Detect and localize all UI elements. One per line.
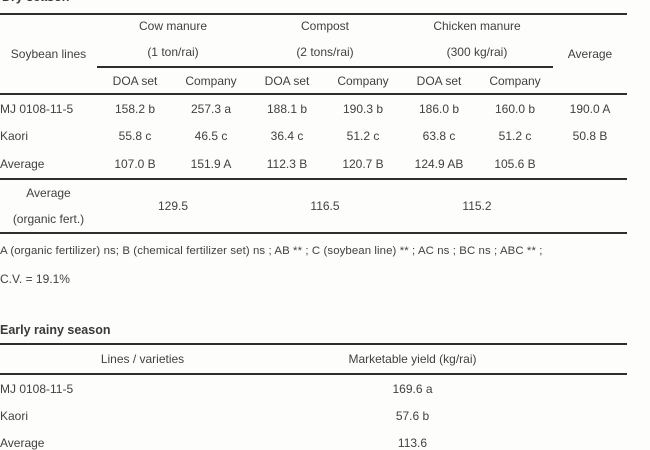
header-row: Lines / varieties Marketable yield (kg/r… bbox=[0, 344, 627, 375]
value-cell: 160.0 b bbox=[494, 101, 536, 116]
group-header-cow-manure: Cow manure bbox=[138, 19, 208, 33]
cv-footnote: C.V. = 19.1% bbox=[0, 272, 70, 286]
row-average-cell bbox=[553, 149, 627, 179]
rate-cow-manure: (1 ton/rai) bbox=[97, 37, 249, 68]
table-row: MJ 0108-11-5 158.2 b 257.3 a 188.1 b 190… bbox=[0, 94, 627, 122]
organic-average-chicken-manure: 115.2 bbox=[401, 178, 553, 234]
empty-header-cell bbox=[540, 344, 627, 375]
row-label: Kaori bbox=[0, 408, 29, 423]
marketable-yield-header: Marketable yield (kg/rai) bbox=[285, 344, 540, 375]
subheader-doa-set: DOA set bbox=[249, 67, 325, 95]
value-cell: 36.4 c bbox=[270, 128, 304, 143]
yield-value: 169.6 a bbox=[392, 381, 433, 396]
value-cell: 51.2 c bbox=[346, 128, 380, 143]
row-average-cell: 190.0 A bbox=[569, 101, 611, 116]
table-row: Kaori 57.6 b bbox=[0, 402, 627, 429]
row-average-cell: 50.8 B bbox=[572, 128, 608, 143]
value-cell: 190.3 b bbox=[342, 101, 384, 116]
group-header-row: Soybean lines Cow manure Compost Chicken… bbox=[0, 14, 627, 95]
row-label: Average bbox=[0, 156, 45, 171]
value-cell: 63.8 c bbox=[422, 128, 456, 143]
value-cell: 55.8 c bbox=[118, 128, 152, 143]
row-label: MJ 0108-11-5 bbox=[0, 101, 74, 116]
organic-average-row: Average (organic fert.) 129.5 116.5 115.… bbox=[0, 178, 627, 234]
value-cell: 158.2 b bbox=[114, 101, 156, 116]
value-cell: 46.5 c bbox=[194, 128, 228, 143]
table-row: Average 107.0 B 151.9 A 112.3 B 120.7 B … bbox=[0, 149, 627, 179]
value-cell: 105.6 B bbox=[494, 156, 536, 171]
yield-value: 57.6 b bbox=[395, 408, 430, 423]
table-row: Kaori 55.8 c 46.5 c 36.4 c 51.2 c 63.8 c… bbox=[0, 122, 627, 149]
organic-average-label: Average (organic fert.) bbox=[0, 178, 97, 234]
average-header-cell: Average bbox=[553, 14, 627, 95]
early-rainy-season-heading: Early rainy season bbox=[0, 323, 111, 337]
dry-season-table: Soybean lines Cow manure Compost Chicken… bbox=[0, 13, 627, 234]
row-label: Kaori bbox=[0, 128, 29, 143]
value-cell: 51.2 c bbox=[498, 128, 532, 143]
sub-header-row: DOA set Company DOA set Company DOA set … bbox=[0, 67, 627, 95]
subheader-company: Company bbox=[477, 67, 553, 95]
subheader-doa-set: DOA set bbox=[97, 67, 173, 95]
group-header-chicken-manure: Chicken manure bbox=[433, 19, 521, 33]
lines-varieties-header: Lines / varieties bbox=[0, 344, 285, 375]
statistics-footnote: A (organic fertilizer) ns; B (chemical f… bbox=[0, 245, 543, 257]
organic-average-label-line1: Average bbox=[26, 186, 71, 200]
stub-header-cell: Soybean lines bbox=[0, 14, 97, 95]
subheader-company: Company bbox=[173, 67, 249, 95]
rate-chicken-manure: (300 kg/rai) bbox=[401, 37, 553, 68]
organic-average-empty-cell bbox=[553, 178, 627, 234]
group-header-compost: Compost bbox=[300, 19, 350, 33]
subheader-doa-set: DOA set bbox=[401, 67, 477, 95]
rate-compost: (2 tons/rai) bbox=[249, 37, 401, 68]
row-label: Average bbox=[0, 435, 45, 450]
value-cell: 112.3 B bbox=[266, 156, 308, 171]
early-rainy-season-table: Lines / varieties Marketable yield (kg/r… bbox=[0, 343, 627, 450]
organic-average-compost: 116.5 bbox=[249, 178, 401, 234]
row-label: MJ 0108-11-5 bbox=[0, 381, 74, 396]
rate-header-row: (1 ton/rai) (2 tons/rai) (300 kg/rai) bbox=[0, 37, 627, 68]
value-cell: 124.9 AB bbox=[414, 156, 464, 171]
yield-value: 113.6 bbox=[397, 435, 428, 450]
value-cell: 151.9 A bbox=[190, 156, 232, 171]
subheader-company: Company bbox=[325, 67, 401, 95]
table-row: Average 113.6 bbox=[0, 429, 627, 450]
value-cell: 107.0 B bbox=[114, 156, 156, 171]
value-cell: 188.1 b bbox=[266, 101, 308, 116]
value-cell: 186.0 b bbox=[418, 101, 460, 116]
table-row: MJ 0108-11-5 169.6 a bbox=[0, 374, 627, 402]
value-cell: 257.3 a bbox=[190, 101, 232, 116]
organic-average-label-line2: (organic fert.) bbox=[12, 212, 85, 226]
dry-season-heading: Dry season bbox=[2, 0, 69, 5]
organic-average-cow-manure: 129.5 bbox=[97, 178, 249, 234]
value-cell: 120.7 B bbox=[342, 156, 384, 171]
